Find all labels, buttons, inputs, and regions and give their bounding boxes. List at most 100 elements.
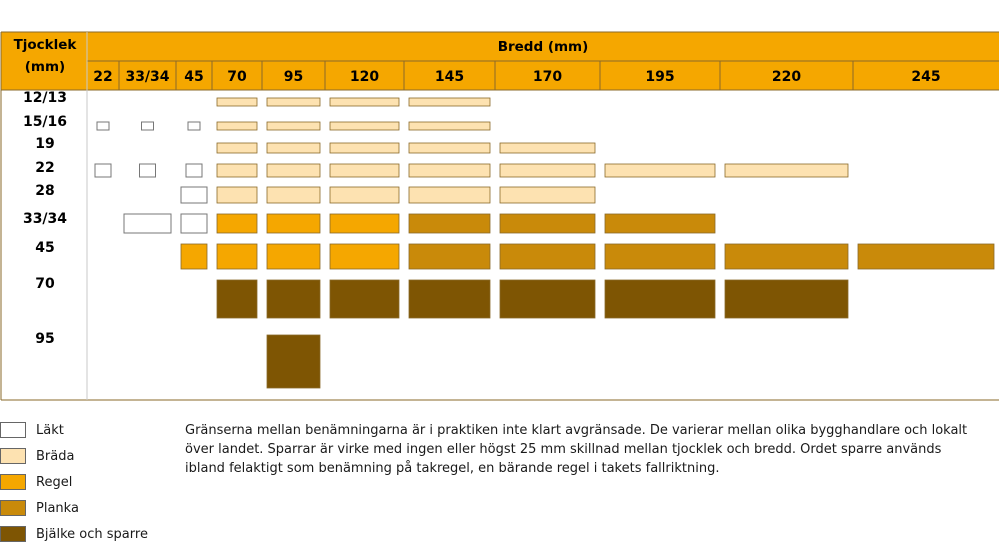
width-label: 220 [772,69,801,85]
cell-lakt [180,186,208,204]
legend-swatch [0,422,26,438]
cell-regel [216,213,258,234]
legend-label: Regel [36,474,73,490]
legend-label: Planka [36,500,79,516]
cell-lakt [139,163,156,178]
cell-brada [216,163,258,178]
width-label: 195 [645,69,674,85]
cell-brada [216,186,258,204]
chart-grid [0,31,999,401]
width-header: Bredd (mm) [498,39,589,55]
thickness-label: 45 [35,240,54,256]
cell-lakt [96,121,110,131]
cell-bjalke [499,279,596,319]
cell-brada [329,163,400,178]
cell-bjalke [604,279,716,319]
cell-regel [180,243,208,270]
cell-regel [266,243,321,270]
cell-brada [408,186,491,204]
width-label: 145 [435,69,464,85]
cell-brada [408,121,491,131]
cell-planka [408,213,491,234]
cell-brada [408,97,491,107]
cell-brada [216,97,258,107]
thickness-unit: (mm) [25,59,65,75]
width-label: 70 [227,69,247,85]
cell-brada [329,142,400,154]
cell-brada [604,163,716,178]
cell-regel [266,213,321,234]
legend-item: Läkt [0,420,64,440]
cell-brada [266,121,321,131]
cell-brada [266,142,321,154]
legend-item: Planka [0,498,79,518]
legend-swatch [0,474,26,490]
cell-bjalke [266,279,321,319]
thickness-label: 28 [35,183,54,199]
width-label: 120 [350,69,379,85]
thickness-label: 15/16 [23,114,67,130]
legend-label: Läkt [36,422,64,438]
legend-item: Bräda [0,446,74,466]
cell-bjalke [266,334,321,389]
legend-swatch [0,500,26,516]
cell-planka [408,243,491,270]
cell-brada [216,121,258,131]
cell-bjalke [724,279,849,319]
cell-lakt [180,213,208,234]
width-label: 22 [93,69,112,85]
cell-bjalke [329,279,400,319]
thickness-header: Tjocklek [14,37,78,53]
cell-lakt [123,213,172,234]
legend-label: Bräda [36,448,75,464]
cell-brada [724,163,849,178]
cell-planka [724,243,849,270]
cell-brada [266,163,321,178]
legend-item: Bjälke och sparre [0,524,148,544]
thickness-label: 12/13 [23,90,67,106]
thickness-labels: 12/13 15/16 19 22 28 33/34 45 70 95 [23,90,67,347]
cell-brada [329,97,400,107]
cell-regel [329,213,400,234]
cell-brada [266,97,321,107]
thickness-label: 19 [35,136,54,152]
thickness-label: 22 [35,160,54,176]
cell-planka [604,243,716,270]
cell-brada [499,142,596,154]
width-label: 170 [533,69,562,85]
cell-regel [329,243,400,270]
cell-brada [329,186,400,204]
cell-regel [216,243,258,270]
legend-label: Bjälke och sparre [36,526,148,542]
cell-lakt [94,163,112,178]
cell-brada [216,142,258,154]
width-label: 33/34 [125,69,169,85]
cell-brada [499,163,596,178]
cell-brada [329,121,400,131]
cell-brada [408,163,491,178]
cell-planka [499,243,596,270]
legend-swatch [0,526,26,542]
cell-brada [408,142,491,154]
cell-lakt [141,121,154,131]
cell-lakt [187,121,201,131]
thickness-label: 33/34 [23,211,67,227]
legend-item: Regel [0,472,72,492]
cell-brada [499,186,596,204]
width-label: 95 [284,69,303,85]
explanatory-note: Gränserna mellan benämningarna är i prak… [185,423,968,476]
cell-bjalke [408,279,491,319]
width-label: 245 [911,69,940,85]
dimension-cells [94,97,995,389]
legend-swatch [0,448,26,464]
cell-bjalke [216,279,258,319]
cell-brada [266,186,321,204]
cell-planka [857,243,995,270]
width-label: 45 [184,69,203,85]
cell-lakt [185,163,203,178]
thickness-label: 70 [35,276,55,292]
cell-planka [499,213,596,234]
thickness-label: 95 [35,331,54,347]
cell-planka [604,213,716,234]
